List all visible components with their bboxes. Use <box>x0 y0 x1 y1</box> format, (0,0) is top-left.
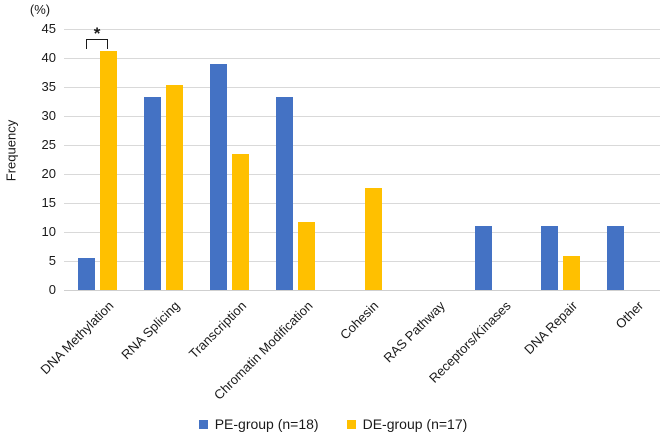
bar-de-1 <box>165 85 183 290</box>
x-axis-label-5: RAS Pathway <box>380 298 448 366</box>
gridline-40 <box>64 58 660 59</box>
y-tick-label-20: 20 <box>41 166 56 181</box>
bar-de-7 <box>563 255 581 290</box>
legend-item-de-group: DE-group (n=17) <box>346 416 468 432</box>
bar-pe-1 <box>143 96 161 290</box>
y-tick-label-25: 25 <box>41 137 56 152</box>
bar-de-3 <box>298 221 316 290</box>
y-tick-label-35: 35 <box>41 79 56 94</box>
x-axis-label-7: DNA Repair <box>521 298 581 358</box>
bar-de-2 <box>232 153 250 290</box>
y-tick-label-45: 45 <box>41 21 56 36</box>
significance-bracket <box>86 39 109 50</box>
gridline-35 <box>64 87 660 88</box>
bar-de-0 <box>99 51 117 290</box>
gridline-25 <box>64 145 660 146</box>
legend-swatch-de-group <box>346 419 356 429</box>
legend: PE-group (n=18) DE-group (n=17) <box>0 416 666 432</box>
significance-asterisk: * <box>93 24 101 44</box>
legend-item-pe-group: PE-group (n=18) <box>198 416 319 432</box>
gridline-5 <box>64 261 660 262</box>
gridline-45 <box>64 29 660 30</box>
y-tick-label-40: 40 <box>41 50 56 65</box>
y-tick-label-0: 0 <box>48 282 56 297</box>
gridline-20 <box>64 174 660 175</box>
y-axis-unit-label: (%) <box>29 2 51 17</box>
bar-pe-6 <box>474 225 492 290</box>
y-tick-label-10: 10 <box>41 224 56 239</box>
gridline-15 <box>64 203 660 204</box>
bar-pe-3 <box>276 96 294 290</box>
x-axis-label-8: Other <box>612 298 647 332</box>
y-tick-label-5: 5 <box>48 253 56 268</box>
legend-label: PE-group (n=18) <box>214 416 319 432</box>
bar-pe-0 <box>77 257 95 290</box>
y-tick-label-15: 15 <box>41 195 56 210</box>
plot-area: * <box>64 25 660 291</box>
gridline-30 <box>64 116 660 117</box>
bar-pe-8 <box>607 225 625 290</box>
legend-swatch-pe-group <box>198 419 208 429</box>
bar-pe-7 <box>541 225 559 290</box>
gridline-10 <box>64 232 660 233</box>
bar-de-4 <box>364 187 382 290</box>
x-axis-label-0: DNA Methylation <box>37 298 117 378</box>
x-axis-label-4: Cohesin <box>337 298 382 343</box>
legend-label: DE-group (n=17) <box>362 416 468 432</box>
gridline-0 <box>64 290 660 291</box>
y-tick-label-30: 30 <box>41 108 56 123</box>
bar-pe-2 <box>210 64 228 290</box>
x-axis-label-1: RNA Splicing <box>118 298 183 363</box>
x-axis-label-2: Transcription <box>185 298 250 362</box>
